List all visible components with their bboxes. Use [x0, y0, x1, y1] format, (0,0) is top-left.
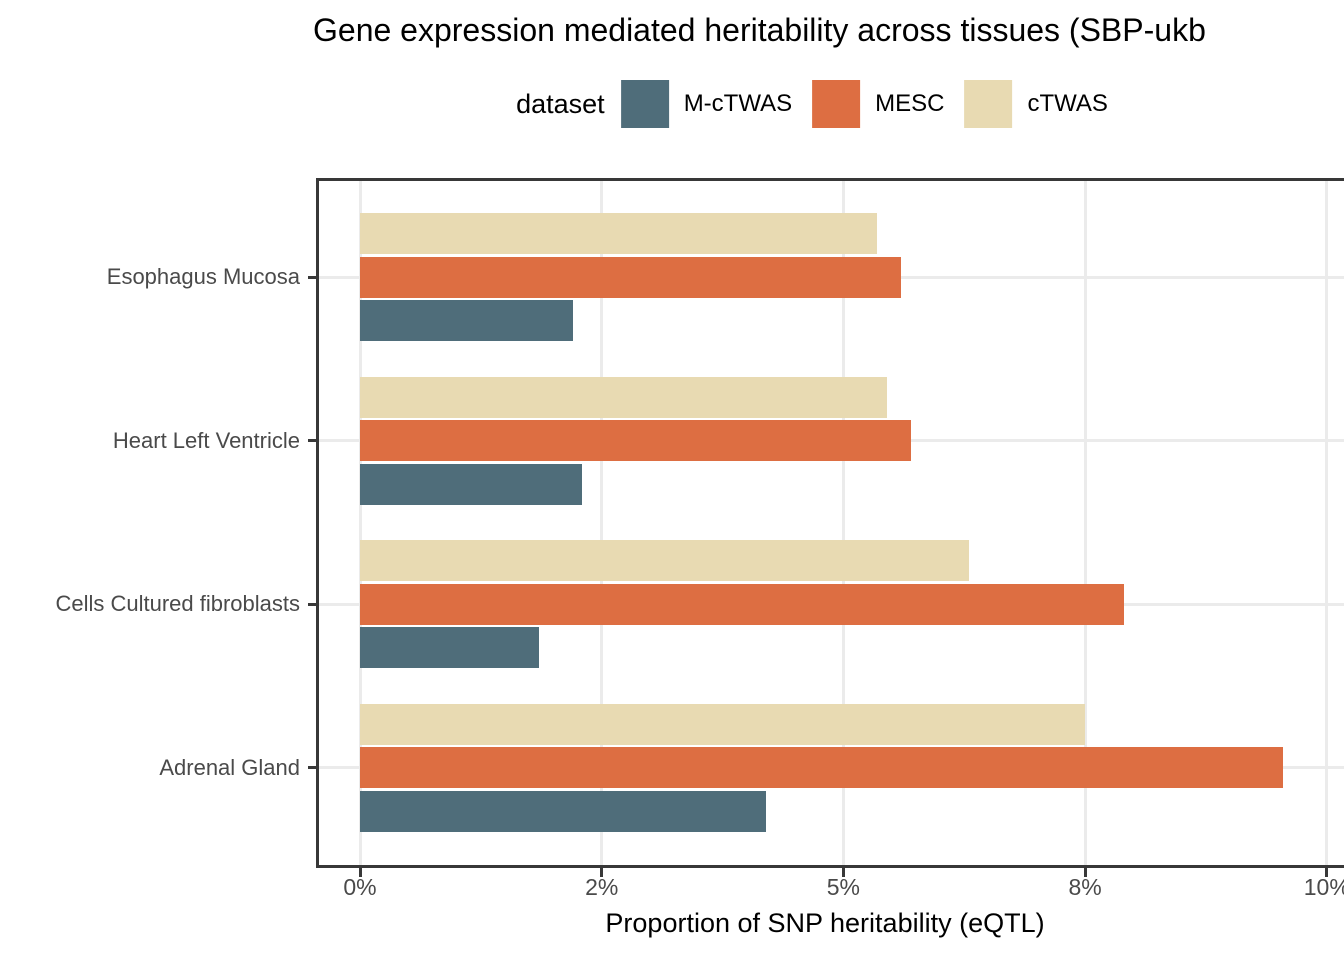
bar-ctwas	[360, 540, 970, 581]
legend-swatch	[620, 80, 669, 128]
gridline-vertical	[841, 181, 845, 865]
gridline-vertical	[1325, 181, 1329, 865]
legend-swatch	[964, 80, 1013, 128]
y-category-label: Esophagus Mucosa	[106, 264, 300, 289]
bar-mesc	[360, 420, 912, 461]
x-axis-tick	[1325, 868, 1329, 877]
x-tick-label: 5%	[826, 874, 861, 900]
legend-item-label: M-cTWAS	[683, 90, 793, 117]
x-tick-label: 0%	[343, 874, 377, 900]
bar-m-ctwas	[360, 463, 583, 505]
y-axis-tick	[308, 439, 316, 442]
bar-mesc	[360, 256, 902, 298]
bar-m-ctwas	[360, 300, 573, 341]
legend-item: cTWAS	[964, 80, 1108, 128]
chart-title: Gene expression mediated heritability ac…	[313, 12, 1206, 48]
y-category-label: Adrenal Gland	[159, 754, 300, 780]
gridline-vertical	[600, 181, 604, 865]
bar-ctwas	[360, 703, 1086, 745]
legend: dataset M-cTWAS MESC cTWAS	[516, 80, 1128, 128]
gridline-vertical	[1083, 181, 1087, 865]
legend-item-label: MESC	[875, 90, 945, 117]
legend-item: MESC	[812, 80, 944, 128]
x-tick-label: 10%	[1303, 874, 1344, 900]
y-category-label: Cells Cultured fibroblasts	[55, 591, 300, 616]
y-axis-tick	[308, 602, 316, 606]
y-axis-tick	[308, 766, 316, 769]
bar-ctwas	[360, 213, 878, 254]
y-category-label: Heart Left Ventricle	[112, 427, 300, 453]
bar-m-ctwas	[360, 627, 539, 668]
x-axis-tick	[1083, 868, 1087, 877]
x-axis-tick	[841, 868, 845, 877]
legend-item: M-cTWAS	[620, 80, 793, 128]
plot-panel	[316, 178, 1344, 868]
bar-ctwas	[360, 376, 887, 418]
x-axis-tick	[600, 868, 604, 877]
x-tick-label: 2%	[585, 874, 619, 900]
bar-mesc	[360, 583, 1124, 625]
legend-title: dataset	[516, 88, 605, 119]
plot-area	[319, 181, 1344, 865]
y-axis-tick	[308, 275, 316, 279]
gridline-vertical	[358, 181, 362, 865]
x-axis-tick	[358, 868, 362, 877]
x-axis-title: Proportion of SNP heritability (eQTL)	[605, 908, 1045, 938]
legend-swatch	[812, 80, 861, 128]
bar-m-ctwas	[360, 790, 767, 832]
legend-item-label: cTWAS	[1027, 90, 1108, 117]
bar-mesc	[360, 747, 1284, 788]
x-tick-label: 8%	[1068, 874, 1102, 900]
